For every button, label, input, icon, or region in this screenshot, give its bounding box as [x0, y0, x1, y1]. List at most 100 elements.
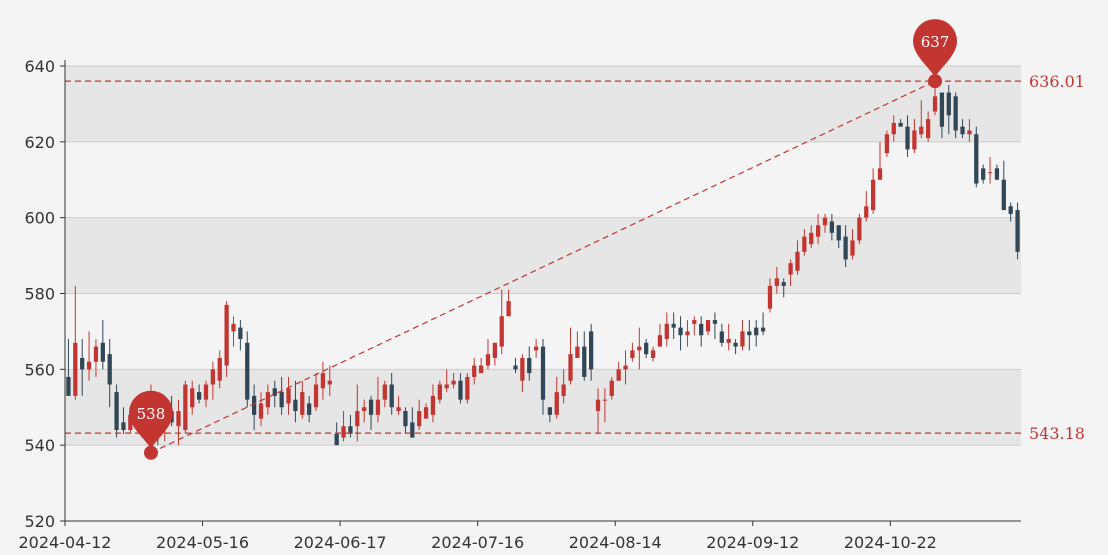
candle[interactable] — [870, 168, 876, 214]
candle[interactable] — [114, 384, 119, 438]
candle[interactable] — [73, 285, 78, 400]
candle[interactable] — [238, 320, 243, 351]
candle[interactable] — [664, 312, 669, 347]
candle[interactable] — [575, 331, 580, 358]
candle[interactable] — [953, 92, 958, 139]
mark-point-pin[interactable]: 637 — [913, 19, 958, 89]
candle[interactable] — [396, 395, 401, 415]
candle[interactable] — [705, 320, 711, 336]
candle[interactable] — [252, 384, 257, 431]
candle[interactable] — [513, 357, 518, 374]
candle[interactable] — [637, 327, 642, 370]
candle[interactable] — [657, 323, 663, 347]
candle[interactable] — [492, 342, 497, 366]
candle[interactable] — [465, 373, 470, 404]
candle[interactable] — [788, 259, 793, 286]
candle[interactable] — [341, 411, 346, 442]
candle[interactable] — [348, 414, 353, 438]
candle[interactable] — [334, 422, 339, 446]
candle[interactable] — [533, 339, 539, 358]
candle[interactable] — [430, 384, 436, 423]
candle[interactable] — [898, 119, 903, 127]
candle[interactable] — [692, 316, 697, 336]
candle[interactable] — [362, 399, 367, 423]
candle[interactable] — [974, 126, 979, 188]
candle[interactable] — [451, 373, 456, 389]
candle[interactable] — [829, 213, 834, 241]
candle[interactable] — [747, 320, 752, 351]
candle[interactable] — [719, 323, 724, 347]
candle[interactable] — [527, 346, 532, 381]
candle[interactable] — [375, 376, 381, 423]
candle[interactable] — [458, 373, 463, 404]
candle[interactable] — [1001, 160, 1006, 211]
candle[interactable] — [93, 339, 99, 377]
candle[interactable] — [1008, 202, 1013, 222]
candle[interactable] — [231, 316, 236, 347]
candle[interactable] — [967, 119, 972, 142]
candle[interactable] — [589, 323, 594, 381]
candle[interactable] — [802, 229, 807, 256]
candle[interactable] — [877, 141, 883, 180]
candle[interactable] — [884, 130, 890, 157]
candle[interactable] — [939, 92, 945, 139]
candle[interactable] — [80, 339, 85, 396]
candle[interactable] — [740, 320, 745, 351]
candle[interactable] — [781, 278, 786, 298]
candle[interactable] — [547, 407, 553, 423]
candle[interactable] — [795, 240, 800, 275]
candle[interactable] — [100, 320, 105, 370]
candle[interactable] — [410, 407, 415, 438]
candle[interactable] — [767, 278, 773, 313]
candle[interactable] — [423, 403, 429, 419]
candle[interactable] — [699, 316, 704, 347]
candle[interactable] — [444, 369, 449, 393]
candle[interactable] — [540, 339, 546, 415]
candle[interactable] — [822, 213, 828, 233]
candle[interactable] — [121, 407, 126, 434]
candle[interactable] — [190, 380, 195, 415]
candle[interactable] — [389, 373, 394, 415]
candle[interactable] — [891, 115, 896, 142]
candle[interactable] — [678, 316, 683, 351]
candle[interactable] — [602, 388, 608, 423]
candle[interactable] — [671, 312, 676, 339]
candle[interactable] — [712, 312, 718, 339]
candle[interactable] — [176, 399, 181, 446]
candle[interactable] — [286, 376, 291, 415]
candle[interactable] — [623, 350, 628, 385]
candle[interactable] — [272, 380, 277, 408]
candle[interactable] — [857, 213, 862, 245]
candle[interactable] — [926, 111, 931, 142]
candle[interactable] — [912, 119, 917, 154]
candle[interactable] — [650, 346, 656, 362]
candle[interactable] — [520, 354, 525, 393]
candle[interactable] — [258, 392, 264, 427]
candle[interactable] — [850, 229, 855, 260]
candle[interactable] — [843, 225, 848, 267]
candle[interactable] — [417, 399, 422, 430]
candle[interactable] — [616, 361, 621, 381]
candle[interactable] — [630, 342, 635, 362]
candle[interactable] — [809, 225, 814, 248]
candle[interactable] — [403, 407, 408, 434]
candle[interactable] — [293, 380, 298, 423]
candle[interactable] — [595, 388, 601, 434]
candle[interactable] — [478, 357, 484, 374]
candle[interactable] — [506, 289, 511, 317]
mark-point-pin[interactable]: 538 — [128, 390, 173, 460]
candle[interactable] — [960, 119, 965, 139]
candle[interactable] — [313, 373, 319, 412]
candle[interactable] — [196, 384, 202, 404]
candle[interactable] — [245, 331, 250, 408]
candle[interactable] — [265, 384, 271, 415]
candle[interactable] — [66, 339, 71, 396]
candle[interactable] — [224, 301, 229, 377]
candle[interactable] — [107, 339, 112, 408]
candle[interactable] — [217, 350, 222, 389]
candle[interactable] — [864, 191, 869, 222]
candle[interactable] — [754, 320, 759, 347]
candle[interactable] — [279, 376, 284, 415]
candle[interactable] — [582, 331, 587, 381]
candle[interactable] — [994, 164, 1000, 180]
